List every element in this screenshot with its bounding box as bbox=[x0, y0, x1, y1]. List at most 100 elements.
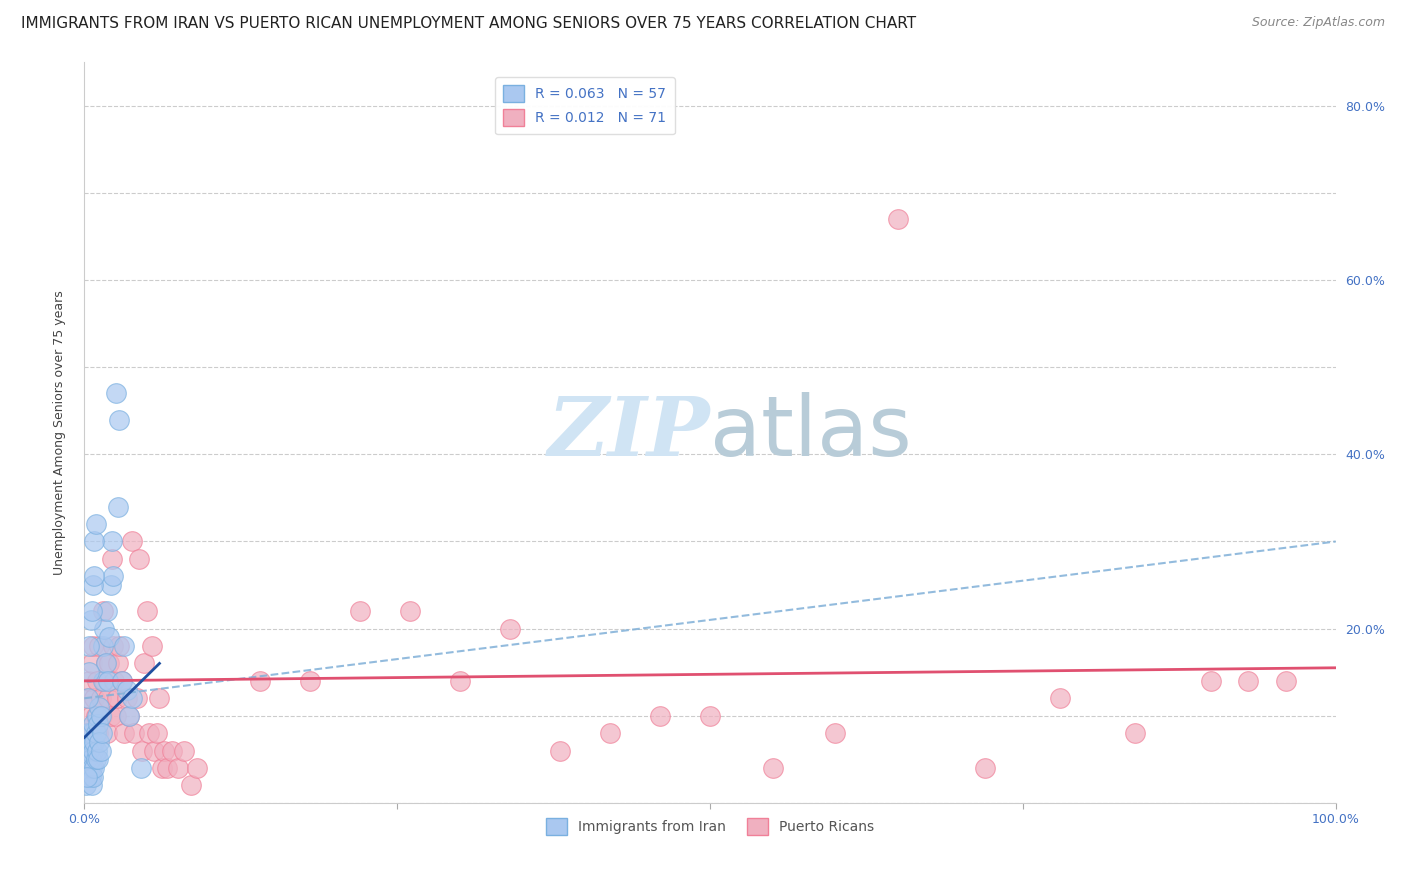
Point bbox=[79, 770, 101, 784]
Point bbox=[129, 761, 152, 775]
Point bbox=[77, 726, 100, 740]
Point bbox=[118, 708, 141, 723]
Point bbox=[76, 752, 98, 766]
Point bbox=[100, 578, 122, 592]
Point bbox=[121, 691, 143, 706]
Point bbox=[90, 691, 112, 706]
Point bbox=[77, 691, 100, 706]
Point bbox=[90, 708, 112, 723]
Point bbox=[103, 673, 125, 688]
Point bbox=[134, 657, 156, 671]
Point bbox=[79, 761, 101, 775]
Point bbox=[98, 630, 121, 644]
Point bbox=[96, 604, 118, 618]
Point bbox=[79, 639, 101, 653]
Point bbox=[146, 726, 169, 740]
Point bbox=[84, 708, 107, 723]
Point bbox=[97, 691, 120, 706]
Point bbox=[1237, 673, 1260, 688]
Point bbox=[699, 708, 721, 723]
Point bbox=[76, 770, 98, 784]
Point bbox=[1049, 691, 1071, 706]
Point bbox=[86, 708, 108, 723]
Point bbox=[118, 708, 141, 723]
Point bbox=[79, 743, 101, 757]
Point bbox=[84, 517, 107, 532]
Point bbox=[974, 761, 997, 775]
Point bbox=[76, 691, 98, 706]
Point bbox=[112, 639, 135, 653]
Point bbox=[108, 412, 131, 426]
Point bbox=[89, 700, 111, 714]
Point bbox=[186, 761, 208, 775]
Point bbox=[115, 691, 138, 706]
Point bbox=[83, 569, 105, 583]
Point bbox=[100, 708, 122, 723]
Point bbox=[84, 726, 107, 740]
Point bbox=[80, 778, 103, 792]
Y-axis label: Unemployment Among Seniors over 75 years: Unemployment Among Seniors over 75 years bbox=[53, 290, 66, 575]
Point bbox=[143, 743, 166, 757]
Point bbox=[599, 726, 621, 740]
Point bbox=[153, 743, 176, 757]
Point bbox=[82, 578, 104, 592]
Point bbox=[77, 735, 100, 749]
Point bbox=[79, 726, 101, 740]
Point bbox=[87, 752, 110, 766]
Point bbox=[91, 673, 114, 688]
Point bbox=[125, 691, 148, 706]
Point bbox=[86, 743, 108, 757]
Point bbox=[156, 761, 179, 775]
Point bbox=[105, 691, 128, 706]
Point bbox=[249, 673, 271, 688]
Point bbox=[824, 726, 846, 740]
Text: atlas: atlas bbox=[710, 392, 911, 473]
Point bbox=[90, 743, 112, 757]
Point bbox=[90, 708, 112, 723]
Point bbox=[136, 604, 159, 618]
Point bbox=[75, 778, 97, 792]
Point bbox=[93, 622, 115, 636]
Point bbox=[138, 726, 160, 740]
Point bbox=[349, 604, 371, 618]
Point bbox=[887, 212, 910, 227]
Point bbox=[180, 778, 202, 792]
Point bbox=[79, 613, 101, 627]
Point bbox=[96, 726, 118, 740]
Point bbox=[107, 657, 129, 671]
Point bbox=[98, 657, 121, 671]
Point bbox=[108, 639, 131, 653]
Point bbox=[173, 743, 195, 757]
Point bbox=[167, 761, 190, 775]
Point bbox=[128, 552, 150, 566]
Point bbox=[101, 534, 124, 549]
Point bbox=[79, 752, 101, 766]
Point bbox=[298, 673, 321, 688]
Point bbox=[115, 682, 138, 697]
Point bbox=[83, 761, 105, 775]
Point bbox=[79, 673, 101, 688]
Point bbox=[82, 726, 104, 740]
Point bbox=[89, 735, 111, 749]
Point bbox=[97, 673, 120, 688]
Text: ZIP: ZIP bbox=[547, 392, 710, 473]
Point bbox=[112, 726, 135, 740]
Point bbox=[87, 717, 110, 731]
Point bbox=[1274, 673, 1296, 688]
Point bbox=[499, 622, 522, 636]
Point bbox=[89, 639, 111, 653]
Point bbox=[80, 761, 103, 775]
Point bbox=[111, 673, 134, 688]
Point bbox=[93, 673, 115, 688]
Point bbox=[82, 639, 104, 653]
Point bbox=[80, 735, 103, 749]
Point bbox=[124, 726, 146, 740]
Point bbox=[101, 552, 124, 566]
Point bbox=[83, 691, 105, 706]
Point bbox=[1199, 673, 1222, 688]
Point bbox=[762, 761, 785, 775]
Point bbox=[87, 726, 110, 740]
Point bbox=[449, 673, 471, 688]
Point bbox=[90, 726, 112, 740]
Point bbox=[79, 708, 101, 723]
